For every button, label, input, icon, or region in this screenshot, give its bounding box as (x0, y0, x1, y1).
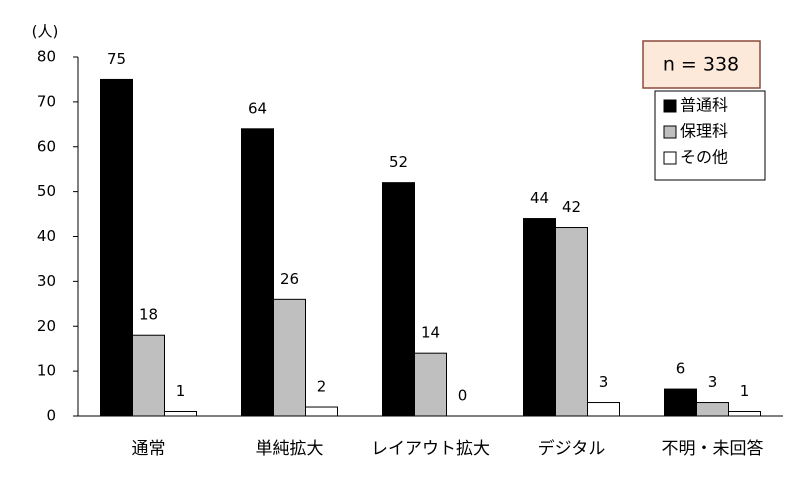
y-tick-label: 10 (37, 362, 56, 380)
value-label: 26 (280, 270, 299, 288)
value-label: 1 (740, 382, 750, 400)
value-label: 14 (421, 324, 440, 342)
bar (382, 182, 415, 417)
value-label: 42 (562, 198, 581, 216)
x-tick-label: 通常 (132, 439, 166, 459)
y-tick-label: 40 (37, 227, 56, 245)
legend-label: 保理科 (680, 122, 728, 141)
bar (587, 402, 620, 417)
x-tick-label: 不明・未回答 (662, 439, 764, 459)
value-label: 3 (708, 373, 718, 391)
y-tick-label: 30 (37, 272, 56, 290)
x-tick-label: レイアウト拡大 (371, 439, 490, 459)
y-tick-label: 60 (37, 137, 56, 155)
value-label: 2 (317, 378, 327, 396)
x-tick-label: 単純拡大 (256, 439, 324, 459)
bar (241, 128, 274, 417)
bar (728, 411, 761, 417)
y-tick-label: 20 (37, 317, 56, 335)
value-label: 18 (139, 306, 158, 324)
annotation: n = 338 (663, 54, 739, 76)
value-label: 64 (248, 99, 267, 117)
y-tick-label: 50 (37, 182, 56, 200)
value-label: 75 (107, 50, 126, 68)
legend-swatch (663, 99, 677, 113)
y-tick-label: 70 (37, 92, 56, 110)
bar (664, 388, 697, 417)
bar (132, 334, 165, 417)
x-tick-label: デジタル (538, 438, 606, 459)
bar (523, 218, 556, 417)
legend-swatch (663, 125, 677, 139)
bar (305, 406, 338, 417)
bar (164, 411, 197, 417)
value-label: 52 (389, 153, 408, 171)
bar (696, 402, 729, 417)
bar (273, 298, 306, 417)
legend-swatch (663, 151, 677, 165)
annotation-box (642, 40, 761, 89)
bar (555, 227, 588, 417)
y-tick-label: 0 (46, 407, 56, 425)
value-label: 3 (599, 373, 609, 391)
bar (100, 78, 133, 417)
value-label: 44 (530, 189, 549, 207)
value-label: 0 (458, 387, 468, 405)
value-label: 1 (176, 382, 186, 400)
legend-label: 普通科 (680, 96, 728, 115)
bar (414, 352, 447, 417)
value-label: 6 (676, 360, 686, 378)
y-tick-label: 80 (37, 48, 56, 66)
legend-label: その他 (680, 148, 728, 167)
y-axis-unit: (人) (32, 23, 59, 41)
